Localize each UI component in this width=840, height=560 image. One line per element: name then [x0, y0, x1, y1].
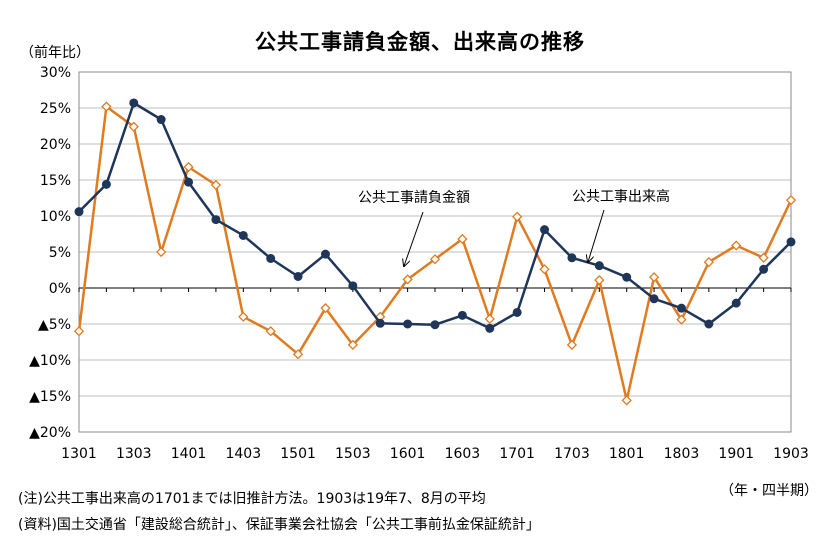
x-tick-label: 1803 — [664, 446, 700, 462]
x-tick-label: 1703 — [554, 446, 590, 462]
x-axis-unit-label: （年・四半期） — [720, 483, 818, 499]
data-point — [184, 177, 194, 187]
data-point — [676, 314, 687, 325]
series-1 — [74, 98, 796, 333]
y-tick-label: ▲20% — [29, 425, 71, 441]
x-tick-label: 1601 — [390, 446, 426, 462]
data-point — [210, 179, 222, 191]
data-point — [648, 272, 660, 283]
data-point — [375, 318, 385, 328]
data-point — [594, 261, 604, 271]
data-point — [567, 253, 577, 263]
data-point — [238, 311, 249, 322]
data-point — [540, 225, 550, 235]
y-tick-label: 10% — [40, 209, 71, 225]
data-point — [785, 195, 797, 206]
data-point — [485, 323, 495, 333]
data-point — [128, 121, 139, 132]
data-point — [621, 395, 632, 406]
data-point — [758, 252, 769, 263]
y-tick-label: 0% — [49, 281, 71, 297]
y-tick-label: ▲5% — [38, 317, 71, 333]
data-point — [731, 240, 742, 251]
data-point — [292, 349, 304, 360]
x-tick-label: 1701 — [499, 446, 535, 462]
data-point — [156, 115, 166, 125]
data-point — [320, 249, 330, 259]
x-tick-label: 1903 — [773, 446, 809, 462]
annotation-contract-amount: 公共工事請負金額 — [358, 190, 470, 206]
data-point — [594, 274, 605, 286]
data-point — [101, 179, 111, 189]
x-tick-label: 1801 — [609, 446, 645, 462]
x-tick-label: 1403 — [225, 446, 261, 462]
data-point — [74, 207, 84, 217]
data-point — [293, 271, 303, 281]
tick-labels: 30% 25% 20% 15% 10% 5% 0% ▲5% ▲10% ▲15% ▲20% 1301 13… — [29, 65, 809, 462]
data-point — [457, 310, 467, 320]
y-tick-label: ▲15% — [29, 389, 71, 405]
data-point — [731, 298, 741, 308]
annotation-arrow-contract-amount — [404, 211, 424, 266]
data-point — [703, 256, 714, 268]
footnote-source: (資料)国土交通省「建設総合統計」、保証事業会社協会「公共工事前払金保証統計」 — [18, 517, 540, 533]
plot-area — [78, 71, 792, 433]
data-point — [403, 319, 413, 329]
data-point — [265, 326, 276, 337]
annotations: 公共工事請負金額 公共工事出来高 — [358, 188, 670, 266]
annotation-arrow-construction-output — [588, 209, 605, 262]
data-point — [430, 320, 440, 330]
y-tick-label: 20% — [40, 137, 71, 153]
y-tick-label: ▲10% — [29, 353, 71, 369]
data-point — [101, 101, 112, 112]
x-tick-label: 1603 — [445, 446, 481, 462]
x-tick-label: 1501 — [280, 446, 316, 462]
data-point — [759, 264, 769, 274]
y-tick-label: 5% — [49, 245, 71, 261]
data-point — [512, 307, 522, 317]
data-point — [566, 339, 578, 350]
x-tick-label: 1301 — [61, 446, 97, 462]
y-tick-label: 15% — [40, 173, 71, 189]
data-point — [348, 281, 358, 291]
data-point — [429, 254, 441, 265]
x-tick-label: 1401 — [171, 446, 207, 462]
data-point — [347, 339, 358, 350]
series-line — [77, 105, 793, 402]
footnote-note: (注)公共工事出来高の1701までは旧推計方法。1903は19年7、8月の平均 — [18, 491, 486, 507]
data-point — [238, 230, 248, 240]
data-point — [266, 253, 276, 263]
data-point — [649, 294, 659, 304]
y-tick-label: 30% — [40, 65, 71, 81]
axes — [78, 71, 792, 433]
data-point — [129, 98, 139, 108]
data-point — [622, 272, 632, 282]
series-0 — [73, 101, 797, 406]
data-point — [786, 237, 796, 247]
gridlines — [79, 71, 791, 433]
annotation-construction-output: 公共工事出来高 — [572, 188, 670, 205]
data-point — [320, 303, 331, 314]
data-point — [512, 211, 523, 222]
data-point — [704, 319, 714, 329]
x-tick-label: 1303 — [116, 446, 152, 462]
x-tick-label: 1901 — [718, 446, 754, 462]
data-point — [156, 246, 167, 258]
data-point — [539, 264, 550, 275]
chart-title: 公共工事請負金額、出来高の推移 — [255, 30, 585, 54]
data-point — [676, 303, 686, 313]
data-point — [457, 233, 468, 245]
data-point — [183, 161, 194, 173]
data-point — [73, 326, 85, 337]
data-point — [211, 215, 221, 225]
x-tick-label: 1503 — [335, 446, 371, 462]
data-point — [402, 274, 413, 285]
y-tick-label: 25% — [40, 101, 71, 117]
series — [73, 98, 797, 406]
data-point — [484, 313, 495, 325]
y-axis-unit-label: （前年比） — [20, 45, 90, 61]
